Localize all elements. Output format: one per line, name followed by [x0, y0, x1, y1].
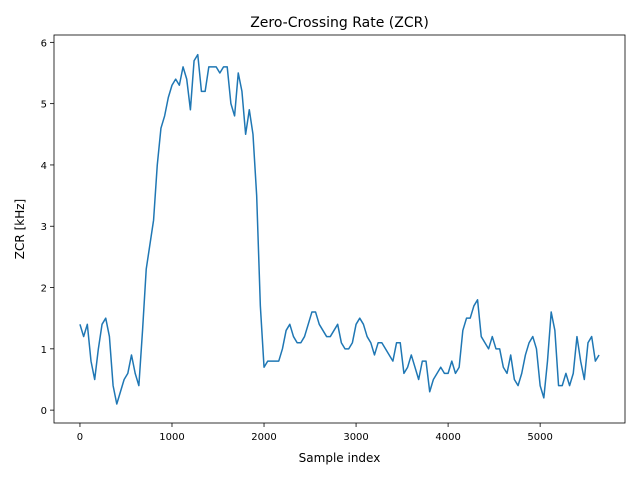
- x-tick-label: 1000: [159, 432, 184, 443]
- chart-title: Zero-Crossing Rate (ZCR): [250, 15, 429, 31]
- y-tick-label: 3: [41, 222, 47, 233]
- x-tick-label: 0: [77, 432, 83, 443]
- y-tick-label: 4: [41, 161, 47, 172]
- x-tick-label: 2000: [251, 432, 276, 443]
- y-tick-label: 6: [41, 38, 47, 49]
- y-tick-label: 2: [41, 284, 47, 295]
- y-tick-label: 1: [41, 345, 47, 356]
- axes-frame: [53, 34, 626, 424]
- y-tick-label: 0: [41, 406, 47, 417]
- x-tick-label: 4000: [435, 432, 460, 443]
- x-tick-label: 5000: [527, 432, 552, 443]
- x-axis-label: Sample index: [299, 451, 381, 465]
- y-tick-label: 5: [41, 100, 47, 111]
- y-axis-label: ZCR [kHz]: [13, 199, 27, 259]
- x-tick-label: 3000: [343, 432, 368, 443]
- line: [79, 53, 600, 405]
